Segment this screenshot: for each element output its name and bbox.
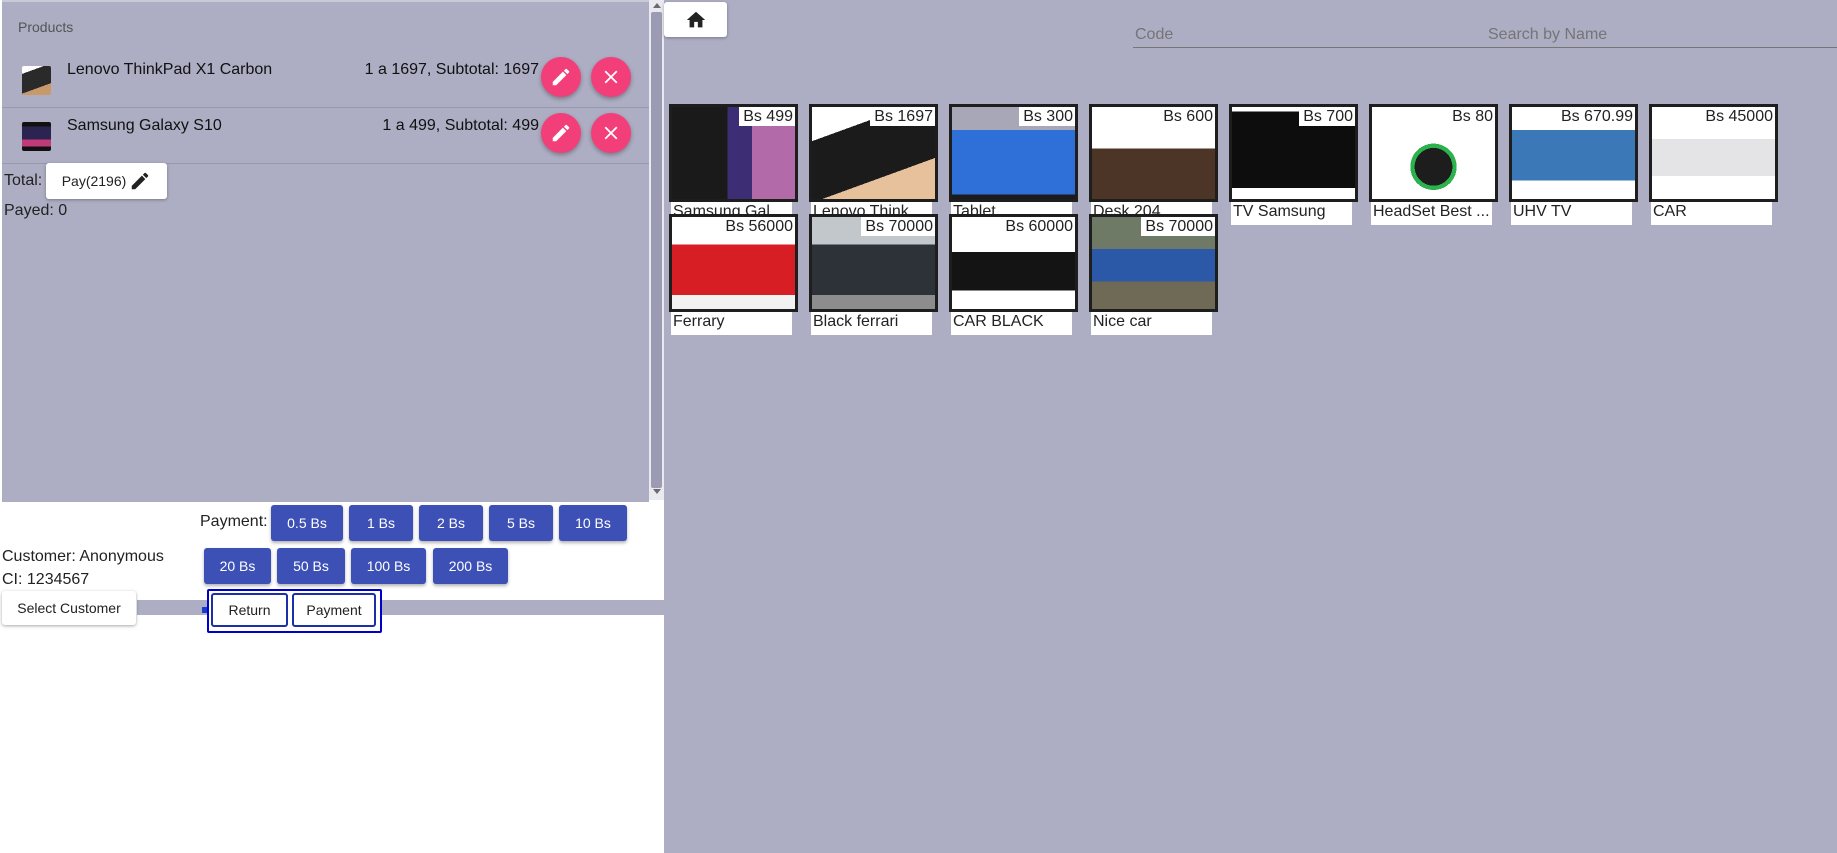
return-button[interactable]: Return: [211, 593, 288, 627]
edit-item-button[interactable]: [541, 57, 581, 97]
code-input[interactable]: [1133, 20, 1477, 50]
payed-amount: Payed: 0: [4, 202, 68, 219]
pencil-icon: [552, 68, 570, 86]
product-name: Nice car: [1091, 312, 1212, 335]
product-price: Bs 300: [1019, 107, 1075, 126]
cart-panel: Products Lenovo ThinkPad X1 Carbon 1 a 1…: [2, 0, 649, 502]
product-name: UHV TV: [1511, 202, 1632, 225]
product-price: Bs 70000: [861, 217, 935, 236]
close-icon: [604, 70, 618, 84]
product-image: [1229, 104, 1358, 202]
coin-button-5[interactable]: 5 Bs: [489, 505, 553, 541]
home-button[interactable]: [664, 2, 727, 37]
product-price: Bs 70000: [1141, 217, 1215, 236]
product-name: TV Samsung: [1231, 202, 1352, 225]
product-price: Bs 700: [1299, 107, 1355, 126]
pay-button[interactable]: Pay(2196): [46, 163, 167, 199]
product-price: Bs 60000: [1001, 217, 1075, 236]
cart-scrollbar[interactable]: [649, 0, 664, 500]
cart-item-name: Samsung Galaxy S10: [67, 117, 222, 134]
product-name: Black ferrari: [811, 312, 932, 335]
coin-button-1[interactable]: 1 Bs: [349, 505, 413, 541]
coin-button-2[interactable]: 2 Bs: [419, 505, 483, 541]
coin-button-200[interactable]: 200 Bs: [433, 548, 508, 584]
cart-header: Products: [18, 19, 74, 35]
customer-name: Customer: Anonymous: [2, 548, 164, 565]
product-price: Bs 670.99: [1556, 107, 1635, 126]
focus-marker: [202, 607, 208, 613]
product-name: CAR: [1651, 202, 1772, 225]
left-panel: Products Lenovo ThinkPad X1 Carbon 1 a 1…: [0, 0, 664, 853]
coin-button-20[interactable]: 20 Bs: [204, 548, 271, 584]
coin-button-10[interactable]: 10 Bs: [559, 505, 627, 541]
scroll-thumb[interactable]: [651, 12, 662, 488]
product-price: Bs 1697: [870, 107, 935, 126]
coin-button-0-5[interactable]: 0.5 Bs: [271, 505, 343, 541]
cart-item: Samsung Galaxy S10 1 a 499, Subtotal: 49…: [2, 107, 649, 164]
close-icon: [604, 126, 618, 140]
product-name: HeadSet Best ...: [1371, 202, 1492, 225]
product-name: Ferrary: [671, 312, 792, 335]
product-price: Bs 80: [1448, 107, 1495, 126]
edit-item-button[interactable]: [541, 113, 581, 153]
remove-item-button[interactable]: [591, 113, 631, 153]
pencil-icon: [132, 172, 149, 190]
payment-label: Payment:: [200, 513, 268, 530]
coin-button-100[interactable]: 100 Bs: [351, 548, 426, 584]
coin-button-50[interactable]: 50 Bs: [277, 548, 345, 584]
payment-button[interactable]: Payment: [292, 593, 376, 627]
cart-item-name: Lenovo ThinkPad X1 Carbon: [67, 61, 273, 78]
product-price: Bs 45000: [1701, 107, 1775, 126]
remove-item-button[interactable]: [591, 57, 631, 97]
name-search-underline: [1483, 47, 1837, 48]
product-thumbnail: [22, 66, 51, 95]
code-input-underline: [1133, 47, 1483, 48]
total-label: Total:: [4, 172, 43, 189]
catalog-panel: Bs 499 Samsung Gal... Bs 1697 Lenovo Thi…: [664, 0, 1837, 853]
product-thumbnail: [22, 122, 51, 151]
cart-item-subtotal: 1 a 1697, Subtotal: 1697: [364, 61, 539, 78]
home-icon: [686, 11, 705, 27]
name-search-input[interactable]: [1486, 20, 1830, 50]
customer-info: Customer: Anonymous CI: 1234567: [2, 545, 164, 591]
product-price: Bs 56000: [721, 217, 795, 236]
product-name: CAR BLACK: [951, 312, 1072, 335]
select-customer-button[interactable]: Select Customer: [2, 591, 136, 625]
pay-button-label: Pay(2196): [61, 173, 127, 189]
scroll-down-arrow-icon[interactable]: [653, 489, 661, 494]
pencil-icon: [552, 124, 570, 142]
scroll-up-arrow-icon[interactable]: [653, 3, 661, 8]
action-button-group: Return Payment: [207, 589, 382, 633]
cart-item: Lenovo ThinkPad X1 Carbon 1 a 1697, Subt…: [2, 51, 649, 108]
customer-ci: CI: 1234567: [2, 571, 90, 588]
cart-item-subtotal: 1 a 499, Subtotal: 499: [382, 117, 539, 134]
product-price: Bs 499: [739, 107, 795, 126]
product-price: Bs 600: [1159, 107, 1215, 126]
